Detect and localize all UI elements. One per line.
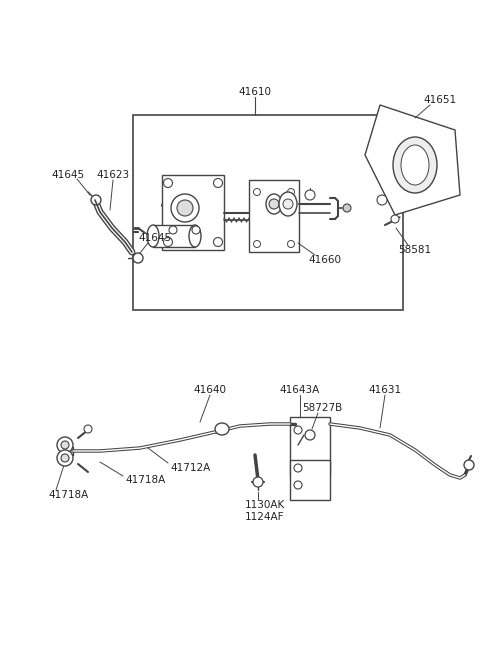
Circle shape: [171, 194, 199, 222]
Bar: [133, 115, 403, 310]
Circle shape: [253, 240, 261, 248]
Text: 41651: 41651: [423, 95, 456, 105]
Circle shape: [169, 226, 177, 234]
Text: 41660: 41660: [309, 255, 341, 265]
Ellipse shape: [266, 194, 282, 214]
Text: 1124AF: 1124AF: [245, 512, 285, 522]
Text: 41640: 41640: [193, 385, 227, 395]
Circle shape: [283, 199, 293, 209]
Circle shape: [294, 481, 302, 489]
Text: 41645: 41645: [138, 233, 171, 243]
Ellipse shape: [147, 225, 159, 247]
Circle shape: [57, 450, 73, 466]
Text: 41645: 41645: [51, 170, 84, 180]
Text: 41610: 41610: [239, 87, 272, 97]
Circle shape: [305, 430, 315, 440]
Text: 41712A: 41712A: [170, 463, 210, 473]
Text: 58581: 58581: [398, 245, 432, 255]
Circle shape: [61, 441, 69, 449]
Ellipse shape: [215, 423, 229, 435]
Circle shape: [214, 179, 223, 187]
Bar: [249, 180, 299, 252]
Ellipse shape: [279, 192, 297, 216]
Text: 1130AK: 1130AK: [245, 500, 285, 510]
Circle shape: [464, 460, 474, 470]
Circle shape: [294, 464, 302, 472]
Ellipse shape: [401, 145, 429, 185]
Circle shape: [377, 195, 387, 205]
Bar: [162, 175, 224, 250]
Circle shape: [253, 189, 261, 195]
Circle shape: [288, 240, 295, 248]
Bar: [290, 460, 330, 500]
Ellipse shape: [189, 225, 201, 247]
Text: 58727B: 58727B: [302, 403, 342, 413]
Circle shape: [164, 238, 172, 246]
Text: 41643A: 41643A: [280, 385, 320, 395]
Circle shape: [288, 189, 295, 195]
Polygon shape: [365, 105, 460, 215]
Text: 41718A: 41718A: [48, 490, 88, 500]
Circle shape: [177, 200, 193, 216]
Circle shape: [91, 195, 101, 205]
Circle shape: [84, 425, 92, 433]
Circle shape: [343, 204, 351, 212]
Circle shape: [269, 199, 279, 209]
Bar: [290, 417, 330, 475]
Circle shape: [214, 238, 223, 246]
Ellipse shape: [393, 137, 437, 193]
Circle shape: [61, 454, 69, 462]
Circle shape: [294, 426, 302, 434]
Text: 41631: 41631: [369, 385, 402, 395]
Circle shape: [391, 215, 399, 223]
Circle shape: [57, 437, 73, 453]
Circle shape: [192, 226, 200, 234]
Bar: [153, 225, 195, 247]
Circle shape: [164, 179, 172, 187]
Circle shape: [253, 477, 263, 487]
Text: 41718A: 41718A: [125, 475, 165, 485]
Circle shape: [133, 253, 143, 263]
Text: 41623: 41623: [96, 170, 130, 180]
Circle shape: [305, 190, 315, 200]
